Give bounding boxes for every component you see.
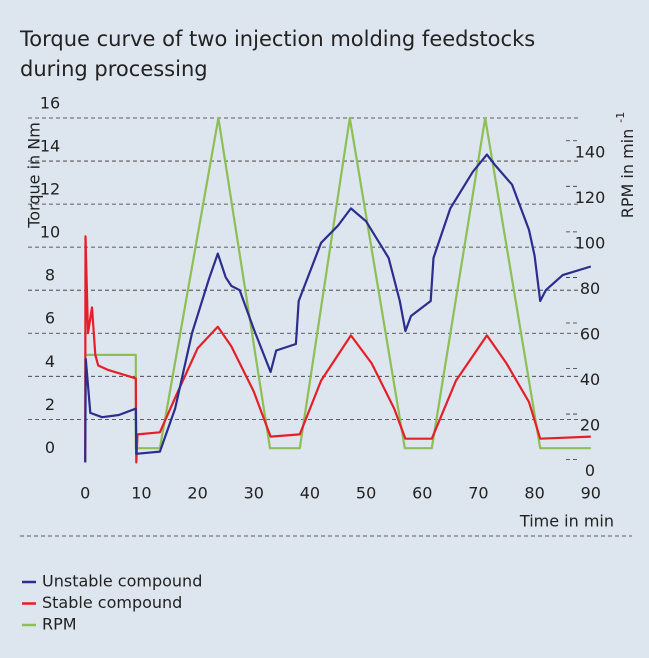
y2-tick-label: 100 [575, 233, 606, 252]
y2-tick-label: 120 [575, 188, 606, 207]
y-tick-label: 8 [45, 266, 55, 285]
x-tick-label: 50 [356, 484, 376, 503]
x-tick-label: 0 [80, 484, 90, 503]
legend-label: RPM [42, 615, 77, 634]
y2-tick-label: 140 [575, 142, 606, 161]
y-tick-label: 16 [40, 94, 60, 113]
y-tick-label: 2 [45, 395, 55, 414]
x-tick-label: 10 [131, 484, 151, 503]
series-line [84, 235, 591, 464]
series-line [84, 153, 592, 463]
y2-tick-label: 60 [580, 324, 600, 343]
x-tick-label: 90 [581, 484, 601, 503]
chart-title: during processing [20, 57, 208, 81]
y-tick-label: 6 [45, 309, 55, 328]
y-tick-label: 10 [40, 223, 60, 242]
y-tick-label: 0 [45, 438, 55, 457]
y2-axis-label-text: RPM in min [618, 129, 637, 219]
y2-tick-label: 80 [580, 279, 600, 298]
x-tick-label: 80 [524, 484, 544, 503]
y-tick-label: 12 [40, 180, 60, 199]
y2-axis-label-superscript: -1 [614, 112, 627, 123]
legend-label: Stable compound [42, 593, 182, 612]
x-axis-label: Time in min [519, 512, 614, 531]
y2-tick-label: 0 [585, 461, 595, 480]
y-axis-label: Torque in Nm [25, 122, 44, 229]
x-tick-label: 70 [468, 484, 488, 503]
x-tick-label: 60 [412, 484, 432, 503]
y2-tick-label: 20 [580, 416, 600, 435]
x-tick-label: 40 [300, 484, 320, 503]
x-tick-label: 30 [244, 484, 264, 503]
legend-label: Unstable compound [42, 572, 202, 591]
y2-axis-label: RPM in min -1 [614, 112, 637, 218]
y-tick-label: 4 [45, 352, 55, 371]
x-tick-label: 20 [187, 484, 207, 503]
chart-title: Torque curve of two injection molding fe… [19, 27, 535, 51]
y-tick-label: 14 [40, 137, 60, 156]
y2-tick-label: 40 [580, 370, 600, 389]
